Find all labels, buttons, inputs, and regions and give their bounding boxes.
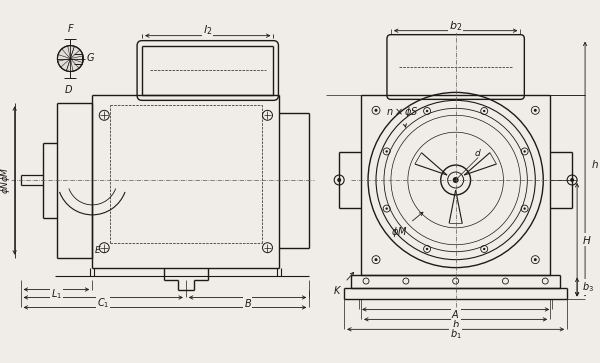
- Circle shape: [58, 46, 83, 72]
- Text: $G$: $G$: [86, 50, 95, 62]
- Text: $\phi M$: $\phi M$: [0, 167, 12, 182]
- Text: $b$: $b$: [452, 318, 460, 330]
- Text: $A$: $A$: [451, 309, 460, 321]
- Circle shape: [523, 207, 526, 210]
- Circle shape: [534, 109, 537, 112]
- Text: $n\times\phi S$: $n\times\phi S$: [386, 105, 418, 127]
- Circle shape: [570, 178, 574, 182]
- Circle shape: [337, 178, 341, 182]
- Text: $D$: $D$: [64, 83, 73, 95]
- Text: $L_1$: $L_1$: [51, 287, 62, 301]
- Text: $b_3$: $b_3$: [582, 280, 594, 294]
- Circle shape: [483, 248, 485, 250]
- Text: $E$: $E$: [94, 244, 102, 255]
- Text: $\phi M$: $\phi M$: [391, 212, 423, 239]
- Text: $F$: $F$: [67, 22, 74, 34]
- Text: $C_1$: $C_1$: [97, 297, 109, 310]
- Circle shape: [374, 109, 377, 112]
- Text: $l_2$: $l_2$: [203, 23, 212, 37]
- Circle shape: [483, 110, 485, 112]
- Text: $b_2$: $b_2$: [449, 19, 462, 33]
- Text: $H$: $H$: [582, 234, 592, 246]
- Circle shape: [374, 258, 377, 261]
- Text: $h$: $h$: [591, 158, 599, 170]
- Circle shape: [426, 248, 428, 250]
- Circle shape: [523, 150, 526, 152]
- Text: $\phi N$: $\phi N$: [0, 179, 12, 194]
- Text: $b_1$: $b_1$: [450, 327, 461, 341]
- Circle shape: [534, 258, 537, 261]
- Text: $K$: $K$: [333, 272, 353, 297]
- Circle shape: [426, 110, 428, 112]
- Circle shape: [385, 150, 388, 152]
- Circle shape: [452, 177, 458, 183]
- Text: $d$: $d$: [473, 147, 481, 158]
- Circle shape: [385, 207, 388, 210]
- Text: $B$: $B$: [244, 297, 251, 309]
